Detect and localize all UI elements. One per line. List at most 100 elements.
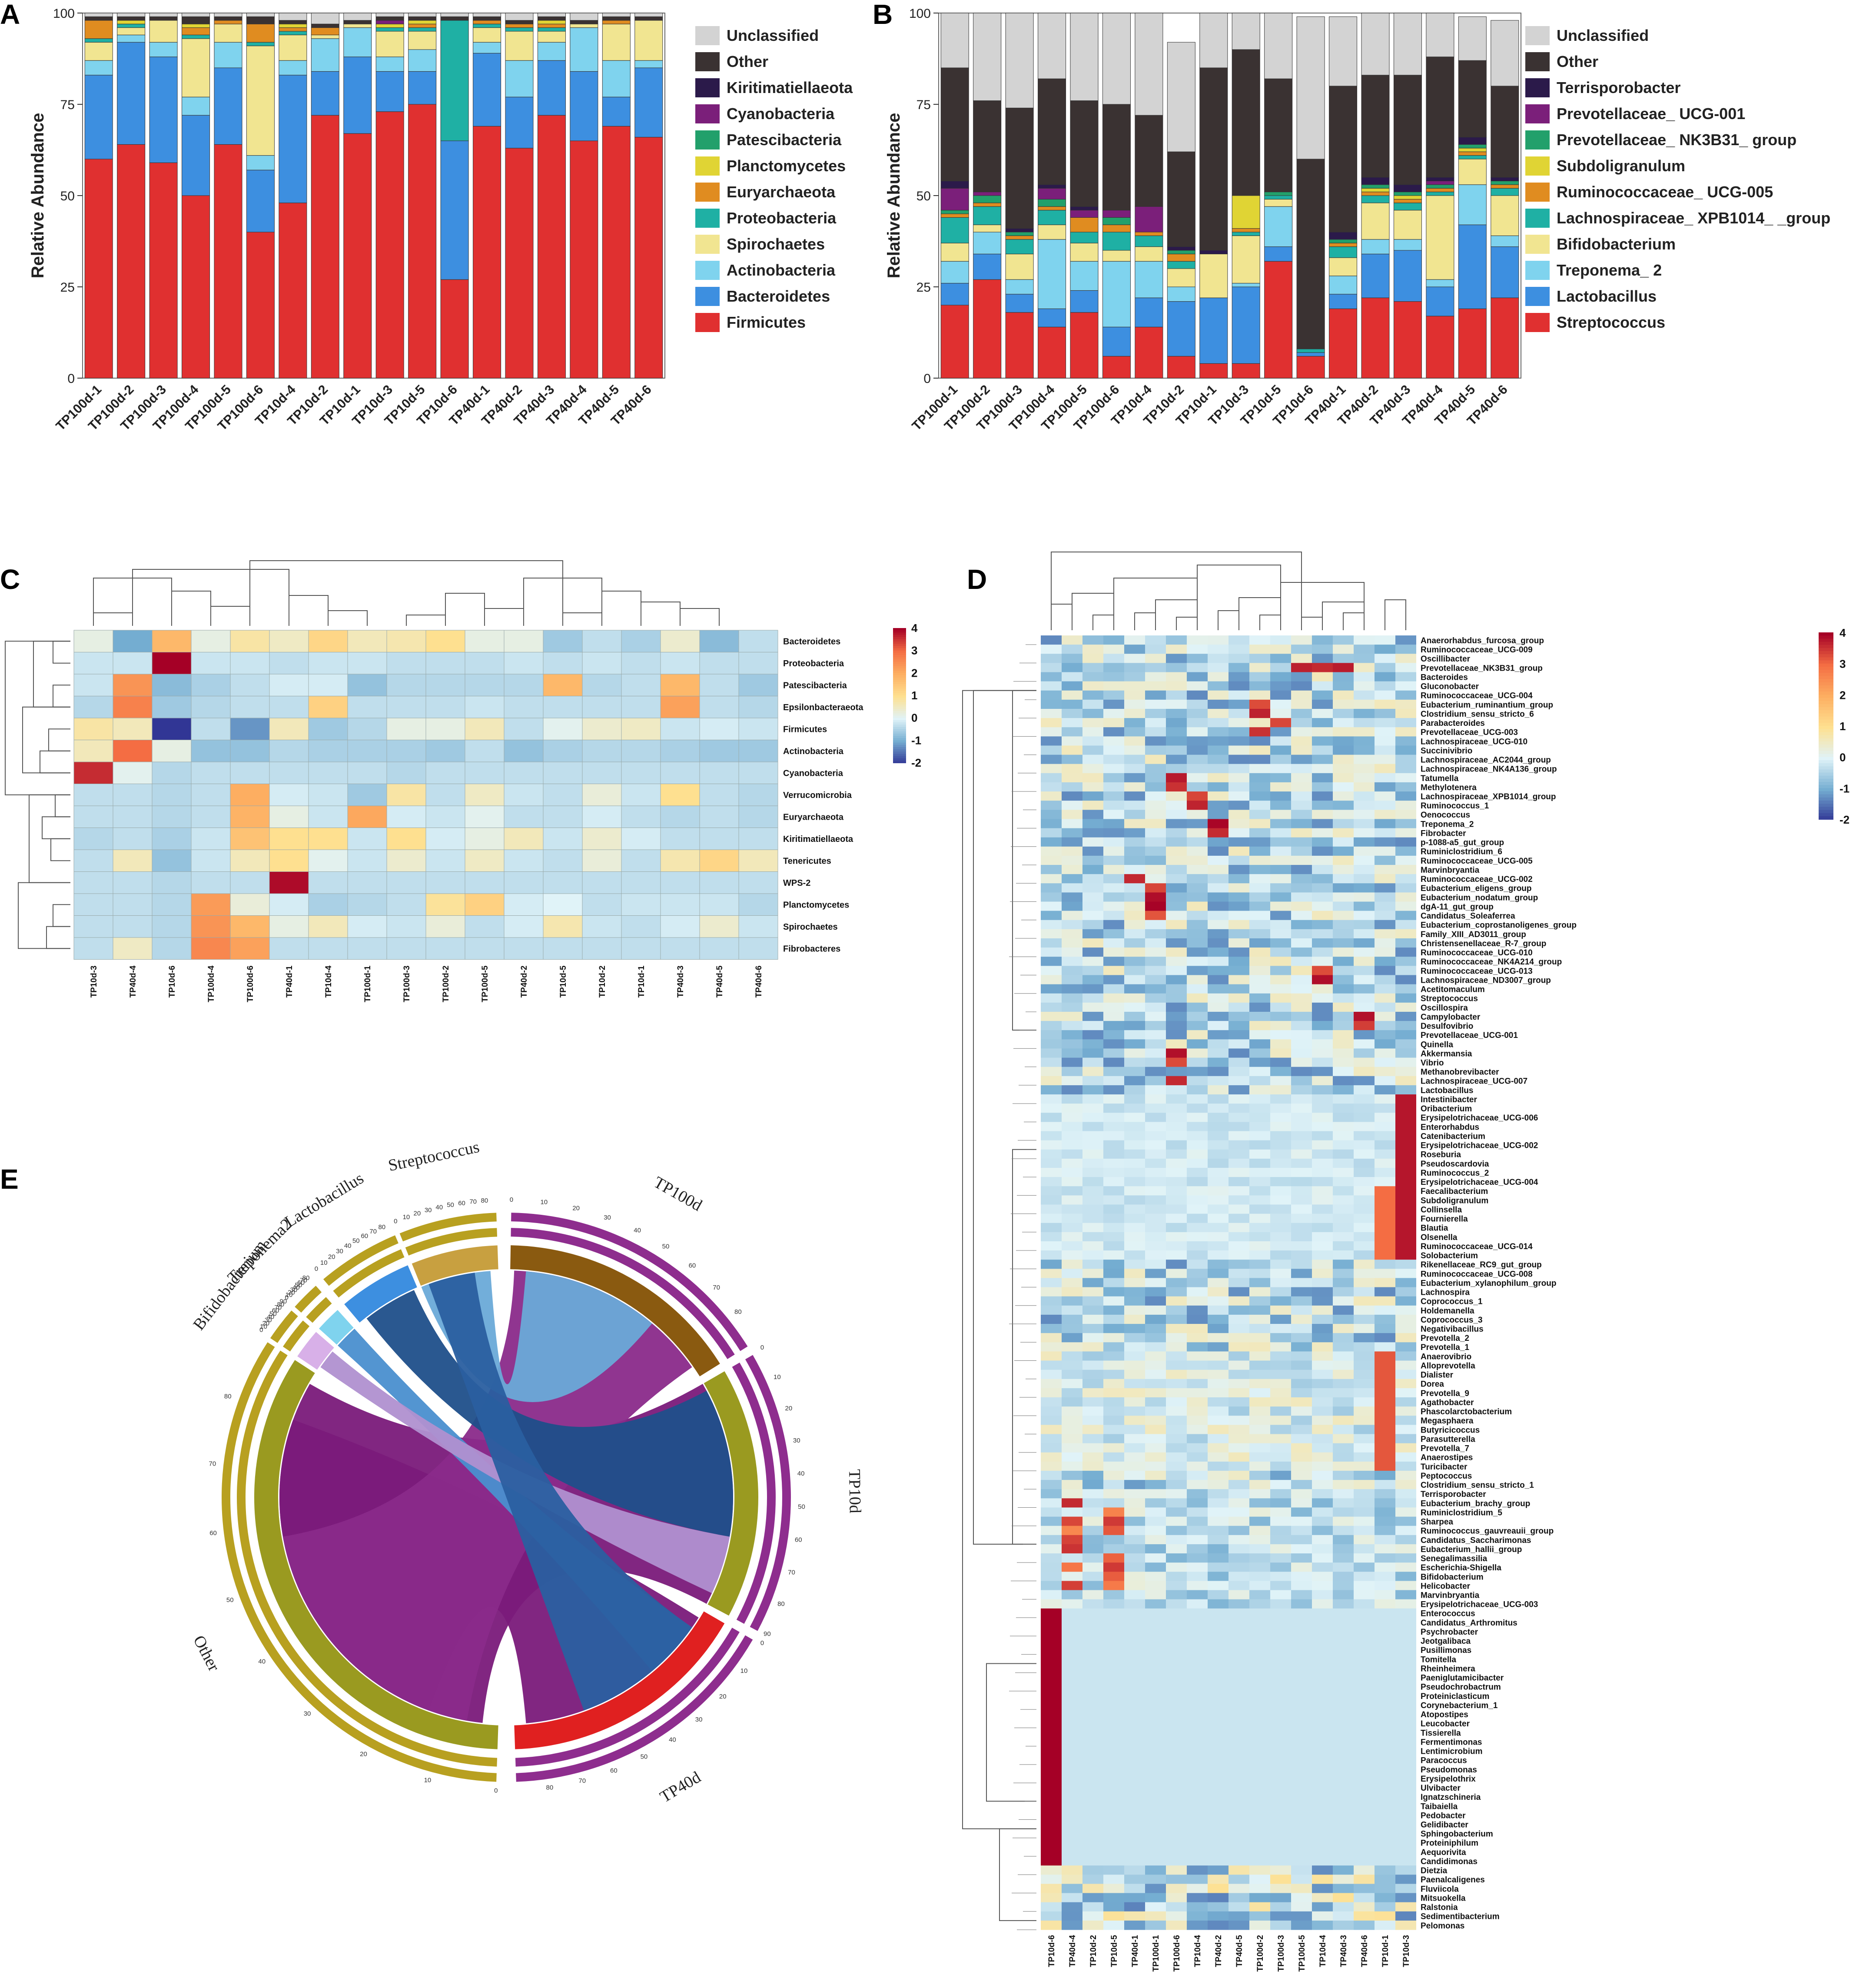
bar-segment-lactobacillus — [940, 283, 969, 306]
legend-label-prevotellaceae-ucg-001: Prevotellaceae_ UCG-001 — [1557, 105, 1745, 123]
bar-segment-ruminococcaceae-ucg-005 — [1426, 188, 1454, 193]
heatmap-cell — [504, 828, 544, 850]
heatmap-cell — [1166, 745, 1187, 755]
heatmap-cell — [1103, 1094, 1124, 1104]
heatmap-cell — [1124, 1011, 1145, 1021]
heatmap-cell — [1103, 801, 1124, 810]
heatmap-cell — [152, 871, 192, 894]
heatmap-cell — [1312, 1232, 1333, 1242]
heatmap-cell — [1249, 1498, 1270, 1508]
heatmap-cell — [1375, 1452, 1395, 1462]
heatmap-cell — [1229, 1122, 1249, 1131]
heatmap-cell — [1166, 755, 1187, 765]
heatmap-cell — [1229, 1314, 1249, 1324]
heatmap-cell — [1333, 1177, 1354, 1187]
heatmap-cell — [1270, 1764, 1291, 1774]
heatmap-cell — [1187, 947, 1208, 957]
heatmap-cell — [1062, 1223, 1082, 1233]
legend-swatch-other — [695, 52, 720, 71]
legend-swatch-terrisporobacter — [1525, 78, 1550, 97]
heatmap-cell — [1041, 1333, 1062, 1343]
heatmap-cell — [1145, 837, 1166, 847]
heatmap-cell — [1124, 957, 1145, 966]
heatmap-cell — [1166, 645, 1187, 654]
row-label: Pedobacter — [1421, 1811, 1466, 1820]
heatmap-cell — [1270, 1131, 1291, 1141]
heatmap-cell — [1249, 984, 1270, 994]
heatmap-cell — [1145, 966, 1166, 975]
heatmap-cell — [230, 937, 270, 960]
heatmap-cell — [1375, 1223, 1395, 1233]
heatmap-cell — [113, 893, 153, 916]
heatmap-cell — [269, 761, 309, 784]
heatmap-cell — [191, 740, 231, 762]
heatmap-cell — [1312, 1801, 1333, 1811]
heatmap-cell — [1249, 1470, 1270, 1480]
heatmap-cell — [1229, 1792, 1249, 1802]
heatmap-cell — [1395, 966, 1416, 975]
heatmap-cell — [1082, 1324, 1103, 1333]
heatmap-cell — [1249, 1893, 1270, 1903]
bar-segment-streptococcus — [940, 305, 969, 379]
heatmap-cell — [1249, 1094, 1270, 1104]
heatmap-cell — [1249, 1131, 1270, 1141]
heatmap-cell — [1124, 1801, 1145, 1811]
heatmap-cell — [1103, 920, 1124, 930]
heatmap-cell — [1312, 1819, 1333, 1829]
heatmap-cell — [1375, 966, 1395, 975]
heatmap-cell — [1333, 920, 1354, 930]
heatmap-cell — [1187, 1131, 1208, 1141]
heatmap-cell — [1249, 1480, 1270, 1489]
heatmap-cell — [1229, 1608, 1249, 1618]
heatmap-cell — [1208, 1122, 1229, 1131]
heatmap-cell — [1208, 681, 1229, 691]
heatmap-cell — [1395, 1893, 1416, 1903]
heatmap-cell — [1249, 1737, 1270, 1746]
heatmap-cell — [1062, 855, 1082, 865]
bar-segment-unclassified — [408, 13, 437, 17]
bar-segment-unclassified — [570, 13, 598, 21]
heatmap-cell — [1333, 1516, 1354, 1526]
heatmap-cell — [1395, 1902, 1416, 1912]
color-scale-step — [1819, 729, 1833, 733]
sector-tick-label: 0 — [394, 1218, 397, 1225]
row-label: Sharpea — [1421, 1518, 1453, 1527]
heatmap-cell — [1375, 1627, 1395, 1636]
heatmap-cell — [1395, 1663, 1416, 1673]
heatmap-cell — [1103, 929, 1124, 939]
heatmap-cell — [1291, 1213, 1312, 1223]
heatmap-cell — [738, 761, 778, 784]
heatmap-cell — [1354, 1847, 1375, 1857]
sector-outer-ring-other — [236, 1350, 498, 1767]
heatmap-cell — [1249, 1544, 1270, 1554]
heatmap-cell — [1312, 957, 1333, 966]
row-label: Eubacterium_eligens_group — [1421, 884, 1532, 893]
heatmap-cell — [1208, 708, 1229, 718]
heatmap-cell — [1333, 1011, 1354, 1021]
heatmap-cell — [1103, 718, 1124, 728]
heatmap-cell — [1270, 1269, 1291, 1278]
heatmap-cell — [1041, 966, 1062, 975]
heatmap-cell — [465, 784, 505, 806]
heatmap-cell — [1124, 1269, 1145, 1278]
heatmap-cell — [1124, 1819, 1145, 1829]
bar-segment-proteobacteria — [440, 20, 469, 141]
column-dendrogram-branch — [1218, 610, 1239, 630]
bar-segment-other — [375, 16, 404, 21]
heatmap-cell — [230, 828, 270, 850]
bar-segment-terrisporobacter — [1070, 206, 1099, 211]
heatmap-cell — [1124, 846, 1145, 856]
bar-segment-ruminococcaceae-ucg-005 — [1038, 206, 1066, 211]
heatmap-cell — [1249, 699, 1270, 709]
heatmap-cell — [1312, 1085, 1333, 1095]
heatmap-cell — [1375, 947, 1395, 957]
heatmap-cell — [1354, 1104, 1375, 1113]
heatmap-cell — [1187, 1048, 1208, 1058]
heatmap-cell — [1082, 1039, 1103, 1049]
heatmap-cell — [1145, 727, 1166, 737]
color-scale-step — [1819, 716, 1833, 720]
heatmap-cell — [1103, 966, 1124, 975]
row-label: Candidatus_Saccharimonas — [1421, 1536, 1531, 1545]
sector-tick-label: 30 — [265, 1316, 272, 1324]
color-scale-step — [893, 729, 906, 732]
